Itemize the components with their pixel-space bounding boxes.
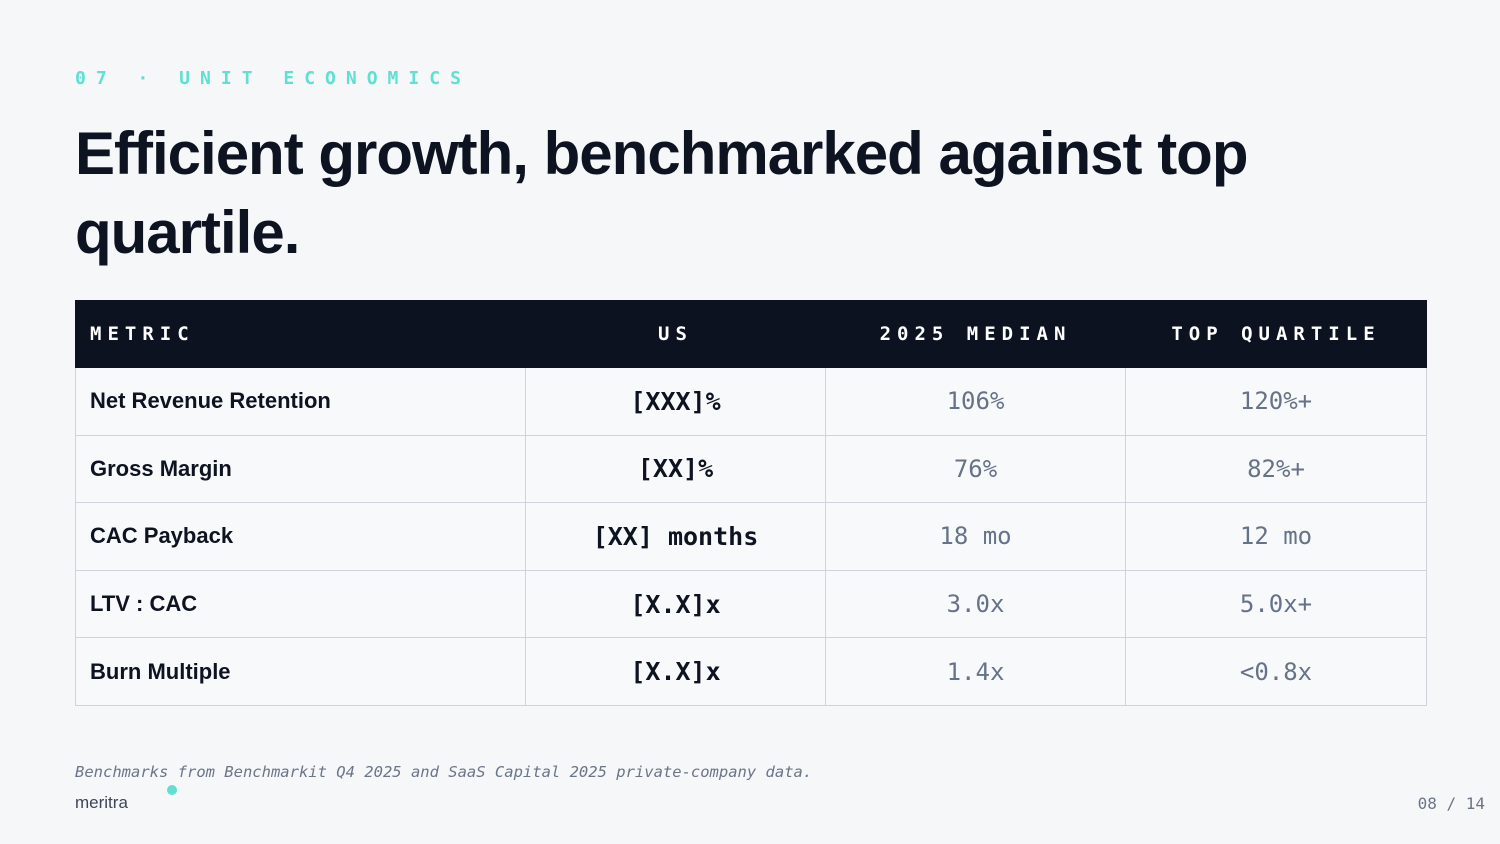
table-row: CAC Payback [XX] months 18 mo 12 mo (75, 502, 1427, 571)
top-quartile-value-cell: <0.8x (1125, 637, 1427, 706)
top-quartile-value-cell: 12 mo (1125, 502, 1427, 571)
header-us: US (525, 300, 826, 368)
us-value-cell: [XX] months (525, 502, 826, 571)
page-indicator: 08 / 14 (1417, 794, 1485, 813)
metric-cell: Burn Multiple (75, 637, 526, 706)
median-value-cell: 76% (825, 434, 1126, 504)
median-value-cell: 1.4x (825, 637, 1126, 706)
us-value-cell: [X.X]x (525, 637, 826, 706)
table-row: Gross Margin [XX]% 76% 82%+ (75, 434, 1427, 504)
metric-cell: CAC Payback (75, 502, 526, 571)
table-row: Net Revenue Retention [XXX]% 106% 120%+ (75, 367, 1427, 436)
top-quartile-value-cell: 120%+ (1125, 367, 1427, 436)
benchmark-table: METRIC US 2025 MEDIAN TOP QUARTILE Net R… (75, 300, 1427, 706)
header-median: 2025 MEDIAN (825, 300, 1126, 368)
section-eyebrow: 07 · UNIT ECONOMICS (75, 68, 471, 89)
us-value-cell: [XX]% (525, 434, 826, 504)
median-value-cell: 3.0x (825, 569, 1126, 639)
median-value-cell: 106% (825, 367, 1126, 436)
metric-cell: Gross Margin (75, 434, 526, 504)
us-value-cell: [XXX]% (525, 367, 826, 436)
slide-headline: Efficient growth, benchmarked against to… (75, 120, 1248, 266)
table-row: LTV : CAC [X.X]x 3.0x 5.0x+ (75, 569, 1427, 639)
metric-cell: Net Revenue Retention (75, 367, 526, 436)
source-footnote: Benchmarks from Benchmarkit Q4 2025 and … (75, 763, 813, 781)
table-row: Burn Multiple [X.X]x 1.4x <0.8x (75, 637, 1427, 706)
top-quartile-value-cell: 82%+ (1125, 434, 1427, 504)
median-value-cell: 18 mo (825, 502, 1126, 571)
table-header-row: METRIC US 2025 MEDIAN TOP QUARTILE (75, 300, 1427, 368)
brand-wordmark: meritra (75, 793, 128, 812)
us-value-cell: [X.X]x (525, 569, 826, 639)
brand-dot-icon (167, 785, 177, 795)
header-top-quartile: TOP QUARTILE (1125, 300, 1427, 368)
metric-cell: LTV : CAC (75, 569, 526, 639)
top-quartile-value-cell: 5.0x+ (1125, 569, 1427, 639)
header-metric: METRIC (75, 300, 526, 368)
